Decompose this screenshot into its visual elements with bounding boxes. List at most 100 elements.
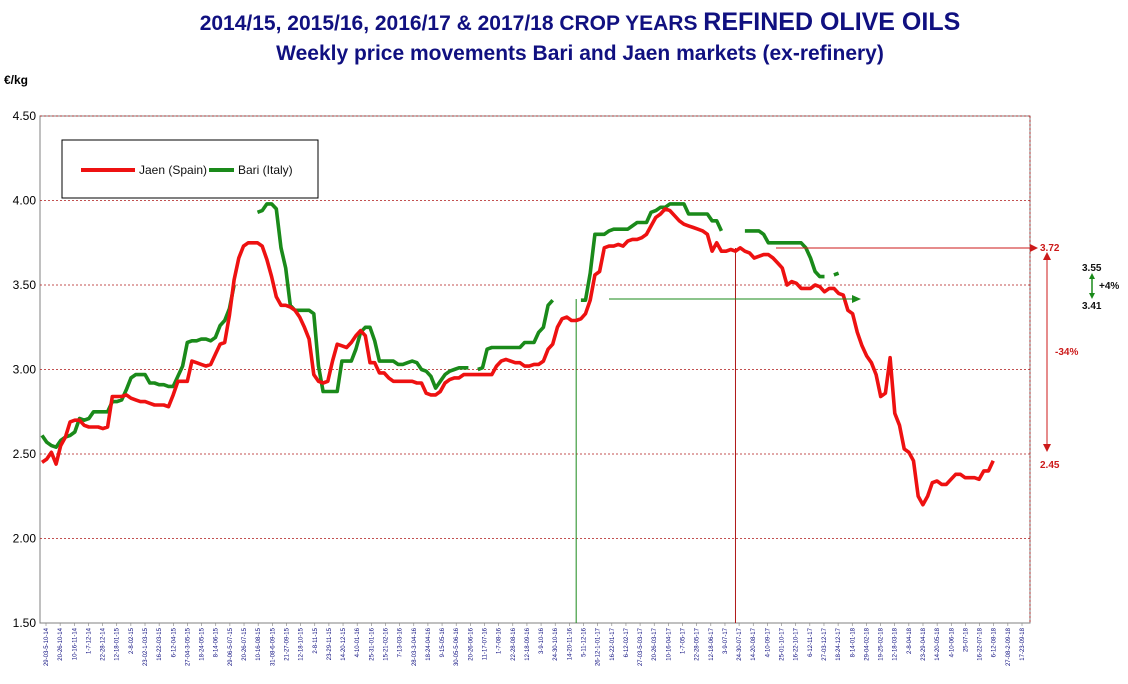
x-tick-label: 10-16-08-15 (256, 627, 262, 660)
jaen-end-value: 2.45 (1040, 460, 1060, 471)
y-tick-label: 3.00 (13, 363, 37, 377)
x-tick-label: 27-03-5-03-17 (638, 627, 644, 666)
x-tick-label: 8-14-06-15 (214, 627, 220, 657)
x-tick-label: 24-30-07-17 (737, 627, 743, 660)
y-tick-label: 2.00 (13, 532, 37, 546)
x-tick-label: 14-20-11-16 (567, 627, 573, 660)
x-tick-label: 20-26-10-14 (58, 627, 64, 660)
x-tick-label: 11-17-07-16 (482, 627, 488, 660)
y-tick-label: 4.50 (13, 109, 37, 123)
legend-label-bari: Bari (Italy) (238, 163, 293, 177)
chart-title: 2014/15, 2015/16, 2016/17 & 2017/18 CROP… (199, 8, 961, 36)
x-tick-label: 6-12-04-15 (171, 627, 177, 657)
x-tick-label: 25-01-10-17 (780, 627, 786, 660)
x-tick-label: 27-08-2-09-18 (1006, 627, 1012, 666)
x-tick-label: 6-12-02-17 (624, 627, 630, 657)
legend: Jaen (Spain) Bari (Italy) (61, 139, 319, 199)
x-tick-label: 22-28-08-16 (511, 627, 517, 660)
y-axis: 4.50 4.00 3.50 3.00 2.50 2.00 1.50 (13, 109, 37, 630)
x-tick-label: 27-03-12-17 (822, 627, 828, 660)
x-tick-label: 18-24-12-17 (836, 627, 842, 660)
x-tick-label: 10-16-11-14 (72, 627, 78, 660)
x-tick-label: 3-9-10-16 (539, 627, 545, 654)
legend-label-jaen: Jaen (Spain) (139, 163, 207, 177)
x-tick-label: 19-25-02-18 (879, 627, 885, 660)
x-tick-label: 27-04-3-05-15 (185, 627, 191, 666)
x-tick-label: 2-8-04-18 (907, 627, 913, 654)
bari-level-arrowhead (852, 295, 861, 303)
x-tick-label: 18-24-04-16 (426, 627, 432, 660)
chart-subtitle: Weekly price movements Bari and Jaen mar… (276, 42, 884, 65)
y-tick-label: 3.50 (13, 278, 37, 292)
x-tick-label: 15-21-02-16 (383, 627, 389, 660)
y-tick-label: 2.50 (13, 447, 37, 461)
x-tick-label: 4-10-09-17 (765, 627, 771, 657)
x-tick-label: 26-12-1-01-17 (596, 627, 602, 666)
x-tick-label: 3-9-07-17 (723, 627, 729, 654)
bari-arrow-up (1089, 273, 1095, 279)
x-tick-label: 12-18-09-16 (525, 627, 531, 660)
x-tick-label: 1-7-08-16 (497, 627, 503, 654)
series-line-bari (40, 202, 840, 449)
x-tick-label: 25-31-01-16 (369, 627, 375, 660)
x-axis: 29-03-5-10-14 20-26-10-14 10-16-11-14 1-7-1… (44, 623, 1026, 666)
jaen-level-arrowhead (1030, 244, 1038, 252)
x-tick-label: 8-14-01-18 (850, 627, 856, 657)
x-tick-label: 7-13-03-16 (398, 627, 404, 657)
jaen-arrow-up (1043, 252, 1051, 260)
x-tick-label: 28-03-3-04-16 (412, 627, 418, 666)
x-tick-label: 4-10-06-18 (949, 627, 955, 657)
x-tick-label: 29-06-5-07-15 (228, 627, 234, 666)
x-tick-label: 23-29-04-18 (921, 627, 927, 660)
x-tick-label: 16-22-10-17 (794, 627, 800, 660)
y-axis-label: €/kg (4, 73, 28, 87)
y-tick-label: 4.00 (13, 194, 37, 208)
x-tick-label: 25-07-18 (963, 627, 969, 652)
x-tick-label: 2-8-11-15 (313, 627, 319, 653)
jaen-start-value: 3.72 (1040, 243, 1060, 254)
annotations: 3.72 2.45 -34% 3.55 3.41 +4% (609, 243, 1119, 471)
x-tick-label: 1-7-05-17 (681, 627, 687, 654)
x-tick-label: 29-04-02-18 (864, 627, 870, 660)
x-tick-label: 20-26-06-16 (468, 627, 474, 660)
x-tick-label: 2-8-02-15 (129, 627, 135, 654)
x-tick-label: 14-20-08-17 (751, 627, 757, 660)
y-tick-label: 1.50 (13, 616, 37, 630)
x-tick-label: 6-12-11-17 (808, 627, 814, 657)
x-tick-label: 23-29-11-15 (327, 627, 333, 660)
x-tick-label: 30-05-5-06-16 (454, 627, 460, 666)
x-tick-label: 17-23-09-18 (1020, 627, 1026, 660)
x-tick-label: 22-28-12-14 (101, 627, 107, 660)
x-tick-label: 4-10-01-16 (355, 627, 361, 657)
x-tick-label: 21-27-09-15 (284, 627, 290, 660)
x-tick-label: 31-08-6-09-15 (270, 627, 276, 666)
reference-lines (575, 248, 736, 623)
bari-change-label: +4% (1099, 281, 1119, 292)
x-tick-label: 14-20-05-18 (935, 627, 941, 660)
x-tick-label: 9-15-05-16 (440, 627, 446, 657)
x-tick-label: 16-22-01-17 (610, 627, 616, 660)
x-tick-label: 18-24-05-15 (200, 627, 206, 660)
jaen-change-label: -34% (1055, 347, 1078, 358)
x-tick-label: 12-18-10-15 (299, 627, 305, 660)
jaen-arrow-down (1043, 444, 1051, 452)
series (40, 202, 995, 507)
x-tick-label: 6-12-08-18 (992, 627, 998, 657)
bari-start-value: 3.55 (1082, 263, 1102, 274)
x-tick-label: 10-16-04-17 (666, 627, 672, 660)
bari-arrow-down (1089, 293, 1095, 299)
grid-lines (40, 115, 1031, 623)
x-tick-label: 1-7-12-14 (86, 627, 92, 654)
x-tick-label: 22-28-05-17 (695, 627, 701, 660)
x-tick-label: 14-20-12-15 (341, 627, 347, 660)
x-tick-label: 23-02-1-03-15 (143, 627, 149, 666)
x-tick-label: 20-26-07-15 (242, 627, 248, 660)
x-tick-label: 12-18-06-17 (709, 627, 715, 660)
x-tick-label: 29-03-5-10-14 (44, 627, 50, 666)
x-tick-label: 20-26-03-17 (652, 627, 658, 660)
x-tick-label: 16-22-03-15 (157, 627, 163, 660)
x-tick-label: 12-18-01-15 (115, 627, 121, 660)
series-line-jaen (40, 207, 995, 507)
x-tick-label: 16-22-07-18 (978, 627, 984, 660)
